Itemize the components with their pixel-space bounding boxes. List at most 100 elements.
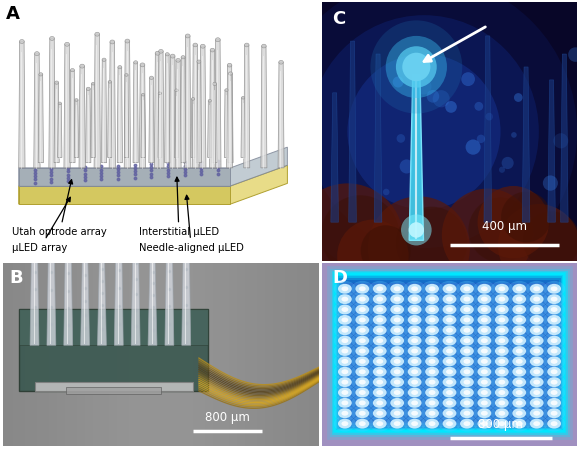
Circle shape <box>429 297 436 302</box>
Circle shape <box>95 32 100 36</box>
Circle shape <box>498 400 505 405</box>
Circle shape <box>411 317 418 322</box>
Polygon shape <box>196 62 201 163</box>
Circle shape <box>508 291 530 307</box>
Circle shape <box>533 307 540 312</box>
Circle shape <box>446 338 453 343</box>
Circle shape <box>351 312 374 328</box>
Circle shape <box>477 387 491 397</box>
Circle shape <box>533 390 540 395</box>
Circle shape <box>404 312 426 328</box>
Circle shape <box>477 186 549 258</box>
Circle shape <box>438 405 461 421</box>
Circle shape <box>373 356 387 366</box>
Circle shape <box>508 385 530 400</box>
Circle shape <box>338 387 351 397</box>
Circle shape <box>334 291 356 307</box>
Circle shape <box>411 369 418 374</box>
Circle shape <box>390 356 404 366</box>
Circle shape <box>473 385 495 400</box>
Bar <box>35 382 193 391</box>
Circle shape <box>411 286 418 291</box>
Circle shape <box>229 72 233 75</box>
Circle shape <box>351 374 374 390</box>
Circle shape <box>481 421 488 426</box>
Circle shape <box>501 192 551 243</box>
Circle shape <box>408 418 422 428</box>
Circle shape <box>356 367 369 377</box>
Circle shape <box>386 395 408 411</box>
Polygon shape <box>91 84 95 158</box>
Circle shape <box>342 369 349 374</box>
Polygon shape <box>215 40 221 168</box>
Circle shape <box>197 60 201 63</box>
Circle shape <box>429 338 436 343</box>
Circle shape <box>359 400 366 405</box>
Circle shape <box>438 291 461 307</box>
Circle shape <box>533 317 540 322</box>
Circle shape <box>495 418 509 428</box>
Circle shape <box>446 359 453 364</box>
Circle shape <box>477 336 491 346</box>
Circle shape <box>525 354 548 369</box>
Circle shape <box>446 328 453 333</box>
Circle shape <box>474 102 483 111</box>
Text: A: A <box>6 5 20 23</box>
Circle shape <box>386 322 408 338</box>
Polygon shape <box>227 65 233 168</box>
Circle shape <box>386 343 408 359</box>
Circle shape <box>376 359 383 364</box>
Circle shape <box>525 312 548 328</box>
Circle shape <box>356 315 369 325</box>
Circle shape <box>498 307 505 312</box>
Polygon shape <box>175 90 179 158</box>
Circle shape <box>443 315 456 325</box>
Polygon shape <box>165 54 170 163</box>
Circle shape <box>443 367 456 377</box>
Circle shape <box>397 134 405 143</box>
Circle shape <box>533 328 540 333</box>
Circle shape <box>408 336 422 346</box>
Circle shape <box>543 333 565 348</box>
Circle shape <box>460 284 474 294</box>
Circle shape <box>477 294 491 304</box>
Circle shape <box>481 400 488 405</box>
Circle shape <box>456 333 478 348</box>
Bar <box>19 309 208 391</box>
Circle shape <box>514 93 523 102</box>
Circle shape <box>342 286 349 291</box>
Circle shape <box>421 343 443 359</box>
Circle shape <box>463 297 470 302</box>
Circle shape <box>334 354 356 369</box>
Polygon shape <box>79 66 85 168</box>
Circle shape <box>443 305 456 315</box>
Text: Interstitial μLED: Interstitial μLED <box>139 177 219 237</box>
Circle shape <box>516 359 523 364</box>
Circle shape <box>386 36 447 98</box>
Circle shape <box>446 411 453 416</box>
Circle shape <box>530 356 543 366</box>
Circle shape <box>359 421 366 426</box>
Circle shape <box>35 52 39 56</box>
Circle shape <box>338 294 351 304</box>
Circle shape <box>481 307 488 312</box>
Circle shape <box>512 377 526 387</box>
Circle shape <box>373 387 387 397</box>
Circle shape <box>481 411 488 416</box>
Circle shape <box>373 336 387 346</box>
Circle shape <box>491 395 513 411</box>
Circle shape <box>429 400 436 405</box>
Circle shape <box>386 364 408 380</box>
Circle shape <box>376 411 383 416</box>
Circle shape <box>443 387 456 397</box>
Circle shape <box>533 359 540 364</box>
Circle shape <box>373 418 387 428</box>
Circle shape <box>495 398 509 408</box>
Polygon shape <box>548 80 556 222</box>
Circle shape <box>553 133 568 148</box>
Polygon shape <box>180 57 186 163</box>
Circle shape <box>429 369 436 374</box>
Polygon shape <box>244 45 250 168</box>
Circle shape <box>155 51 160 55</box>
Circle shape <box>473 374 495 390</box>
